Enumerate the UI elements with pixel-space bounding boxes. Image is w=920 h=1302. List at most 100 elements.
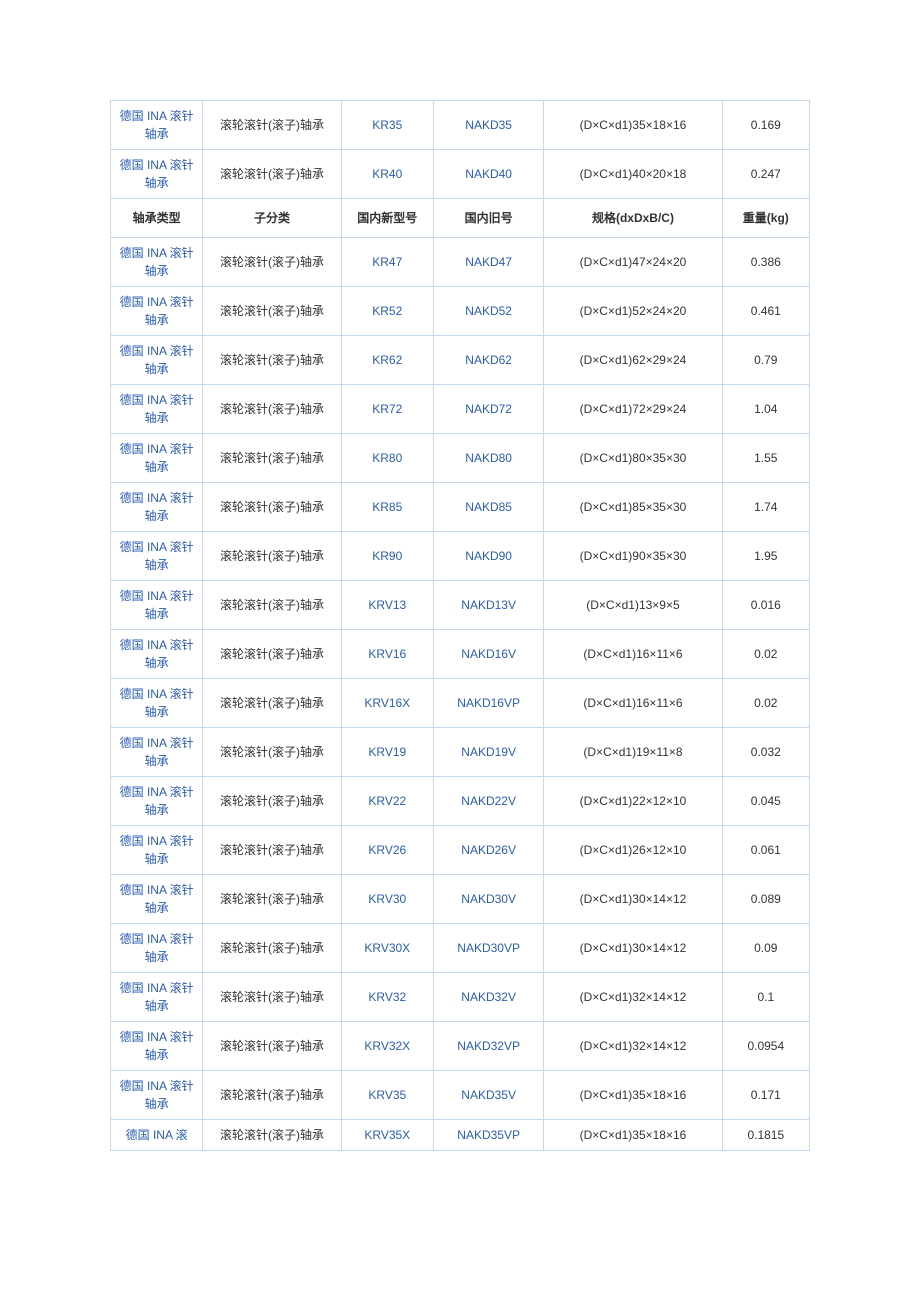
table-row: 德国 INA 滚针轴承滚轮滚针(滚子)轴承KRV16XNAKD16VP(D×C×… xyxy=(111,679,810,728)
brand-link[interactable]: 德国 INA 滚针轴承 xyxy=(111,1071,203,1120)
new-model-link[interactable]: KRV16X xyxy=(341,679,433,728)
category-cell: 滚轮滚针(滚子)轴承 xyxy=(203,630,341,679)
old-model-link[interactable]: NAKD16V xyxy=(433,630,543,679)
table-row: 德国 INA 滚针轴承滚轮滚针(滚子)轴承KR80NAKD80(D×C×d1)8… xyxy=(111,434,810,483)
spec-cell: (D×C×d1)32×14×12 xyxy=(544,1022,722,1071)
category-cell: 滚轮滚针(滚子)轴承 xyxy=(203,532,341,581)
old-model-link[interactable]: NAKD62 xyxy=(433,336,543,385)
new-model-link[interactable]: KR35 xyxy=(341,101,433,150)
new-model-link[interactable]: KR80 xyxy=(341,434,433,483)
spec-cell: (D×C×d1)72×29×24 xyxy=(544,385,722,434)
table-row: 德国 INA 滚滚轮滚针(滚子)轴承KRV35XNAKD35VP(D×C×d1)… xyxy=(111,1120,810,1151)
weight-cell: 0.089 xyxy=(722,875,809,924)
category-cell: 滚轮滚针(滚子)轴承 xyxy=(203,973,341,1022)
old-model-link[interactable]: NAKD30VP xyxy=(433,924,543,973)
weight-cell: 0.461 xyxy=(722,287,809,336)
brand-link[interactable]: 德国 INA 滚针轴承 xyxy=(111,532,203,581)
new-model-link[interactable]: KR90 xyxy=(341,532,433,581)
new-model-link[interactable]: KRV16 xyxy=(341,630,433,679)
brand-link[interactable]: 德国 INA 滚针轴承 xyxy=(111,385,203,434)
brand-link[interactable]: 德国 INA 滚针轴承 xyxy=(111,336,203,385)
old-model-link[interactable]: NAKD30V xyxy=(433,875,543,924)
brand-link[interactable]: 德国 INA 滚针轴承 xyxy=(111,101,203,150)
column-header: 规格(dxDxB/C) xyxy=(544,199,722,238)
brand-link[interactable]: 德国 INA 滚针轴承 xyxy=(111,287,203,336)
weight-cell: 0.016 xyxy=(722,581,809,630)
weight-cell: 0.386 xyxy=(722,238,809,287)
new-model-link[interactable]: KRV32X xyxy=(341,1022,433,1071)
category-cell: 滚轮滚针(滚子)轴承 xyxy=(203,1022,341,1071)
new-model-link[interactable]: KR85 xyxy=(341,483,433,532)
old-model-link[interactable]: NAKD35V xyxy=(433,1071,543,1120)
weight-cell: 0.02 xyxy=(722,679,809,728)
old-model-link[interactable]: NAKD90 xyxy=(433,532,543,581)
category-cell: 滚轮滚针(滚子)轴承 xyxy=(203,679,341,728)
new-model-link[interactable]: KRV22 xyxy=(341,777,433,826)
new-model-link[interactable]: KR62 xyxy=(341,336,433,385)
old-model-link[interactable]: NAKD26V xyxy=(433,826,543,875)
new-model-link[interactable]: KRV19 xyxy=(341,728,433,777)
weight-cell: 0.045 xyxy=(722,777,809,826)
weight-cell: 0.169 xyxy=(722,101,809,150)
old-model-link[interactable]: NAKD80 xyxy=(433,434,543,483)
category-cell: 滚轮滚针(滚子)轴承 xyxy=(203,336,341,385)
old-model-link[interactable]: NAKD52 xyxy=(433,287,543,336)
brand-link[interactable]: 德国 INA 滚针轴承 xyxy=(111,483,203,532)
new-model-link[interactable]: KRV35X xyxy=(341,1120,433,1151)
brand-link[interactable]: 德国 INA 滚针轴承 xyxy=(111,630,203,679)
brand-link[interactable]: 德国 INA 滚 xyxy=(111,1120,203,1151)
new-model-link[interactable]: KRV32 xyxy=(341,973,433,1022)
new-model-link[interactable]: KRV30 xyxy=(341,875,433,924)
old-model-link[interactable]: NAKD85 xyxy=(433,483,543,532)
spec-cell: (D×C×d1)32×14×12 xyxy=(544,973,722,1022)
new-model-link[interactable]: KR40 xyxy=(341,150,433,199)
brand-link[interactable]: 德国 INA 滚针轴承 xyxy=(111,973,203,1022)
weight-cell: 1.74 xyxy=(722,483,809,532)
old-model-link[interactable]: NAKD22V xyxy=(433,777,543,826)
weight-cell: 0.1 xyxy=(722,973,809,1022)
spec-cell: (D×C×d1)26×12×10 xyxy=(544,826,722,875)
old-model-link[interactable]: NAKD47 xyxy=(433,238,543,287)
category-cell: 滚轮滚针(滚子)轴承 xyxy=(203,150,341,199)
brand-link[interactable]: 德国 INA 滚针轴承 xyxy=(111,434,203,483)
category-cell: 滚轮滚针(滚子)轴承 xyxy=(203,1071,341,1120)
brand-link[interactable]: 德国 INA 滚针轴承 xyxy=(111,777,203,826)
brand-link[interactable]: 德国 INA 滚针轴承 xyxy=(111,1022,203,1071)
new-model-link[interactable]: KRV35 xyxy=(341,1071,433,1120)
brand-link[interactable]: 德国 INA 滚针轴承 xyxy=(111,581,203,630)
new-model-link[interactable]: KRV26 xyxy=(341,826,433,875)
new-model-link[interactable]: KR47 xyxy=(341,238,433,287)
brand-link[interactable]: 德国 INA 滚针轴承 xyxy=(111,875,203,924)
brand-link[interactable]: 德国 INA 滚针轴承 xyxy=(111,150,203,199)
brand-link[interactable]: 德国 INA 滚针轴承 xyxy=(111,238,203,287)
old-model-link[interactable]: NAKD40 xyxy=(433,150,543,199)
brand-link[interactable]: 德国 INA 滚针轴承 xyxy=(111,826,203,875)
weight-cell: 0.79 xyxy=(722,336,809,385)
table-row: 德国 INA 滚针轴承滚轮滚针(滚子)轴承KR47NAKD47(D×C×d1)4… xyxy=(111,238,810,287)
old-model-link[interactable]: NAKD32VP xyxy=(433,1022,543,1071)
brand-link[interactable]: 德国 INA 滚针轴承 xyxy=(111,679,203,728)
category-cell: 滚轮滚针(滚子)轴承 xyxy=(203,434,341,483)
table-row: 德国 INA 滚针轴承滚轮滚针(滚子)轴承KRV22NAKD22V(D×C×d1… xyxy=(111,777,810,826)
old-model-link[interactable]: NAKD13V xyxy=(433,581,543,630)
brand-link[interactable]: 德国 INA 滚针轴承 xyxy=(111,728,203,777)
spec-cell: (D×C×d1)30×14×12 xyxy=(544,924,722,973)
new-model-link[interactable]: KR72 xyxy=(341,385,433,434)
old-model-link[interactable]: NAKD32V xyxy=(433,973,543,1022)
weight-cell: 1.95 xyxy=(722,532,809,581)
spec-cell: (D×C×d1)35×18×16 xyxy=(544,101,722,150)
weight-cell: 0.247 xyxy=(722,150,809,199)
weight-cell: 0.032 xyxy=(722,728,809,777)
old-model-link[interactable]: NAKD19V xyxy=(433,728,543,777)
old-model-link[interactable]: NAKD72 xyxy=(433,385,543,434)
new-model-link[interactable]: KRV13 xyxy=(341,581,433,630)
brand-link[interactable]: 德国 INA 滚针轴承 xyxy=(111,924,203,973)
spec-cell: (D×C×d1)90×35×30 xyxy=(544,532,722,581)
old-model-link[interactable]: NAKD35 xyxy=(433,101,543,150)
old-model-link[interactable]: NAKD35VP xyxy=(433,1120,543,1151)
old-model-link[interactable]: NAKD16VP xyxy=(433,679,543,728)
new-model-link[interactable]: KRV30X xyxy=(341,924,433,973)
document-page: 德国 INA 滚针轴承滚轮滚针(滚子)轴承KR35NAKD35(D×C×d1)3… xyxy=(0,0,920,1211)
column-header: 子分类 xyxy=(203,199,341,238)
new-model-link[interactable]: KR52 xyxy=(341,287,433,336)
